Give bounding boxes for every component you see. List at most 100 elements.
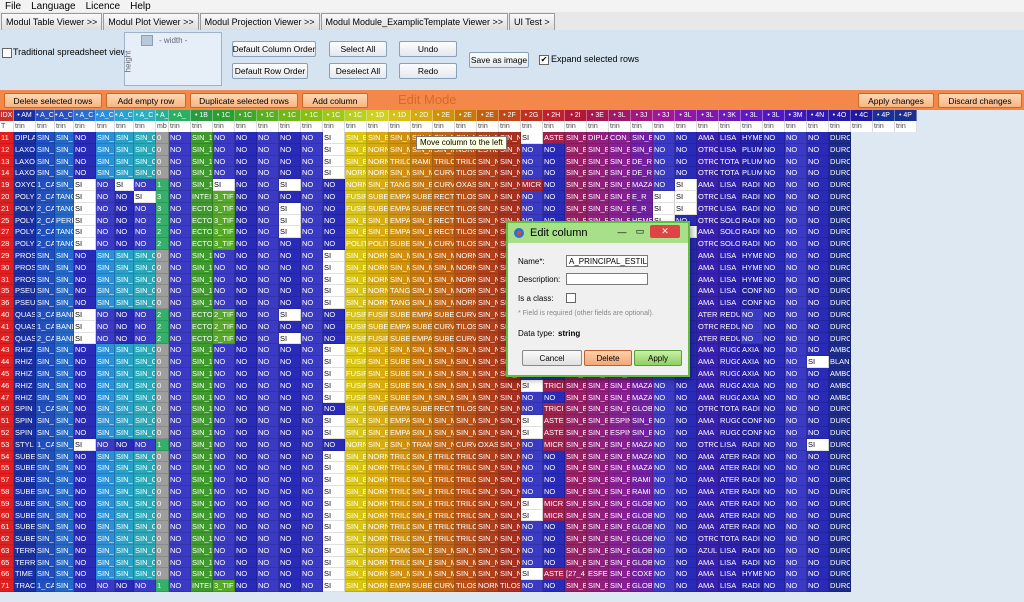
table-cell[interactable]: NO <box>301 297 323 309</box>
table-cell[interactable]: BAND <box>55 308 74 321</box>
table-cell[interactable]: MICR <box>543 497 565 510</box>
table-cell[interactable]: NO <box>213 533 235 545</box>
table-cell[interactable]: SIN_N <box>477 379 499 392</box>
table-cell[interactable]: SIN_C <box>36 167 55 180</box>
table-cell[interactable]: NO <box>785 485 807 498</box>
table-cell[interactable]: SIN_E <box>587 155 609 168</box>
table-cell[interactable]: NO <box>169 155 191 168</box>
table-cell[interactable]: SIN_E <box>345 403 367 416</box>
table-cell[interactable]: SIN_C <box>36 415 55 427</box>
table-cell[interactable]: SUBE <box>367 190 389 203</box>
table-cell[interactable]: NO <box>521 155 543 168</box>
table-cell[interactable]: NO <box>785 568 807 581</box>
row-index[interactable]: 25 <box>0 214 14 227</box>
table-row[interactable]: 58SUBESIN_CSIN_CNOSIN_CSIN_CSIN_C0NOSIN_… <box>0 485 851 498</box>
table-cell[interactable]: SIN_E <box>565 403 587 416</box>
apply-button[interactable]: Apply <box>634 350 682 366</box>
table-cell[interactable]: NO <box>807 474 829 486</box>
table-cell[interactable]: SIN_E <box>609 521 631 534</box>
table-cell[interactable]: SIN_C <box>55 426 74 439</box>
table-cell[interactable]: 2 <box>156 238 169 250</box>
table-cell[interactable]: SIN_M <box>411 415 433 427</box>
table-cell[interactable]: SI <box>521 497 543 510</box>
table-cell[interactable]: 1_CA <box>36 403 55 416</box>
table-cell[interactable]: 0 <box>156 367 169 380</box>
table-cell[interactable]: NO <box>257 202 279 215</box>
table-row[interactable]: 40QUAS3_CABANDSINONONO2NOECTO2_TIFNONOSI… <box>0 308 851 321</box>
table-cell[interactable]: TRILC <box>455 474 477 486</box>
table-cell[interactable]: POLYI <box>14 214 36 227</box>
table-cell[interactable]: NO <box>279 485 301 498</box>
table-row[interactable]: 53STYL1_CASIN_CSINONONO1NOSIN_1NONONONON… <box>0 438 851 451</box>
table-cell[interactable]: NO <box>763 379 785 392</box>
table-cell[interactable]: SUBE <box>389 391 411 404</box>
table-cell[interactable]: MAZA <box>631 379 653 392</box>
table-cell[interactable]: PROS <box>14 261 36 274</box>
table-cell[interactable]: CURV <box>433 320 455 333</box>
table-cell[interactable]: EMPA <box>389 403 411 416</box>
table-cell[interactable]: STYL <box>14 438 36 451</box>
table-cell[interactable]: NO <box>235 344 257 357</box>
table-cell[interactable]: SI <box>279 308 301 321</box>
table-row[interactable]: 57SUBESIN_CSIN_CNOSIN_CSIN_CSIN_C0NOSIN_… <box>0 474 851 486</box>
table-cell[interactable]: SIN_C <box>115 462 134 475</box>
table-cell[interactable]: HYME <box>741 273 763 286</box>
table-cell[interactable]: DURO <box>829 143 851 156</box>
table-cell[interactable]: NO <box>213 556 235 569</box>
table-cell[interactable]: SUBE <box>367 320 389 333</box>
table-cell[interactable]: 0 <box>156 521 169 534</box>
table-cell[interactable]: SIN_M <box>433 415 455 427</box>
table-cell[interactable]: HYME <box>741 261 763 274</box>
table-cell[interactable]: CURV <box>455 438 477 451</box>
table-cell[interactable]: TIME <box>14 568 36 581</box>
table-cell[interactable]: SIN_M <box>389 568 411 581</box>
table-cell[interactable]: SIN_M <box>411 297 433 309</box>
table-cell[interactable]: NO <box>279 450 301 463</box>
table-cell[interactable]: SIN_E <box>345 273 367 286</box>
table-cell[interactable]: AMA <box>697 580 719 593</box>
table-cell[interactable]: NO <box>213 167 235 180</box>
table-cell[interactable]: SIN_E <box>609 155 631 168</box>
table-cell[interactable]: TRILC <box>389 497 411 510</box>
table-cell[interactable]: SIN_C <box>36 521 55 534</box>
table-cell[interactable]: SIN_C <box>36 450 55 463</box>
table-cell[interactable]: SIN_C <box>55 474 74 486</box>
table-cell[interactable]: SI <box>323 509 345 522</box>
table-cell[interactable]: SI <box>675 190 697 203</box>
table-cell[interactable]: NO <box>301 568 323 581</box>
table-cell[interactable]: DURO <box>829 415 851 427</box>
table-cell[interactable]: NO <box>257 344 279 357</box>
table-cell[interactable]: MAZA <box>631 450 653 463</box>
table-cell[interactable]: NO <box>235 497 257 510</box>
table-cell[interactable]: RUGO <box>719 426 741 439</box>
column-header[interactable]: • 1B <box>191 110 213 121</box>
table-cell[interactable]: RADI <box>741 438 763 451</box>
table-cell[interactable]: NO <box>279 249 301 262</box>
table-cell[interactable]: NO <box>675 438 697 451</box>
table-cell[interactable]: SIN_N <box>433 438 455 451</box>
row-index[interactable]: 35 <box>0 285 14 298</box>
default-column-order-button[interactable]: Default Column Order <box>232 41 316 57</box>
table-cell[interactable]: SIN_E <box>565 521 587 534</box>
table-cell[interactable]: NO <box>235 179 257 191</box>
table-cell[interactable]: SIN_C <box>115 450 134 463</box>
table-cell[interactable]: SIN_E <box>367 438 389 451</box>
table-cell[interactable]: NO <box>134 202 156 215</box>
table-cell[interactable]: GLOB <box>631 544 653 557</box>
discard-changes-button[interactable]: Discard changes <box>938 93 1022 108</box>
table-cell[interactable]: LISA <box>719 568 741 581</box>
row-index[interactable]: 60 <box>0 509 14 522</box>
table-cell[interactable]: SUBE <box>411 580 433 593</box>
table-cell[interactable]: E_R <box>631 190 653 203</box>
column-header[interactable]: • 3L <box>697 110 719 121</box>
table-cell[interactable]: SIN_M <box>411 344 433 357</box>
add-column-button[interactable]: Add column <box>302 93 368 108</box>
table-cell[interactable]: NO <box>675 509 697 522</box>
table-cell[interactable]: NO <box>675 132 697 144</box>
table-cell[interactable]: TRILC <box>433 155 455 168</box>
table-cell[interactable]: SIN_E <box>345 415 367 427</box>
table-cell[interactable]: QUAS <box>14 332 36 345</box>
table-cell[interactable]: SIN_E <box>609 202 631 215</box>
table-cell[interactable]: NO <box>213 132 235 144</box>
table-cell[interactable]: NO <box>257 426 279 439</box>
